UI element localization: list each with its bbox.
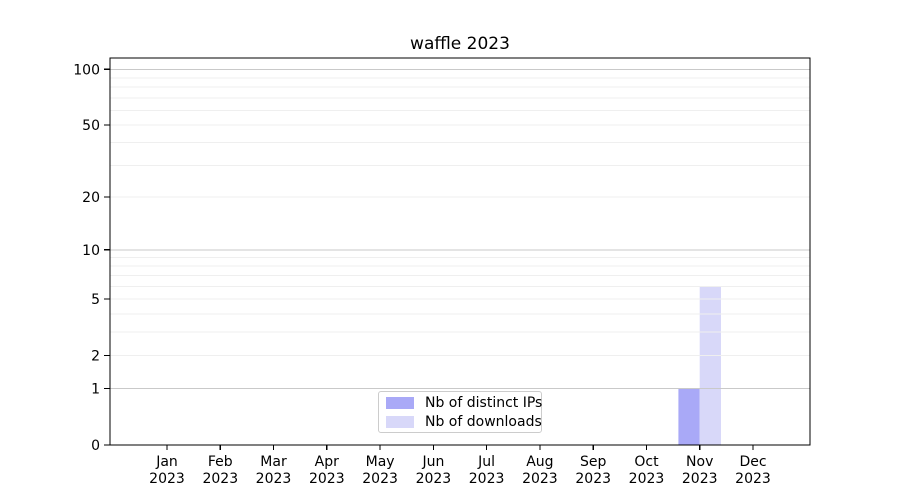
legend-label-downloads: Nb of downloads [425, 413, 542, 430]
y-tick-label: 2 [91, 349, 100, 365]
x-tick-label: Apr 2023 [309, 454, 345, 487]
bar-nov-series1 [699, 286, 721, 445]
bars [678, 286, 721, 445]
legend: Nb of distinct IPs Nb of downloads [378, 391, 542, 433]
tick-labels: 0 1 2 5 10 20 50 100 Jan 2023 Feb 2023 Mar 2023 Apr 202… [73, 62, 771, 487]
x-tick-label: Mar 2023 [256, 454, 292, 487]
y-tick-label: 20 [82, 190, 100, 206]
axes-frame [109, 57, 811, 446]
y-tick-label: 0 [91, 438, 100, 454]
chart-title: waffle 2023 [410, 34, 510, 54]
y-tick-label: 1 [91, 382, 100, 398]
x-tick-label: Jun 2023 [416, 454, 452, 487]
x-tick-label: Aug 2023 [522, 454, 558, 487]
bar-nov-series0 [678, 388, 700, 445]
legend-swatch-downloads [386, 415, 414, 428]
x-tick-label: Nov 2023 [682, 454, 718, 487]
y-tick-label: 5 [91, 292, 100, 308]
y-tick-label: 10 [82, 243, 100, 259]
gridlines [110, 68, 810, 390]
y-tick-label: 50 [82, 118, 100, 134]
x-tick-label: Oct 2023 [629, 454, 665, 487]
x-tick-label: Jul 2023 [469, 454, 505, 487]
ticks [104, 68, 754, 450]
y-tick-label: 100 [73, 62, 100, 78]
x-tick-label: Dec 2023 [735, 454, 771, 487]
legend-label-distinct-ips: Nb of distinct IPs [425, 394, 543, 411]
x-tick-label: Jan 2023 [149, 454, 185, 487]
x-tick-label: Sep 2023 [575, 454, 611, 487]
legend-item-downloads: Nb of downloads [386, 414, 542, 430]
legend-item-distinct-ips: Nb of distinct IPs [386, 395, 542, 411]
legend-swatch-distinct-ips [386, 396, 414, 409]
x-tick-label: May 2023 [362, 454, 398, 487]
x-tick-label: Feb 2023 [202, 454, 238, 487]
